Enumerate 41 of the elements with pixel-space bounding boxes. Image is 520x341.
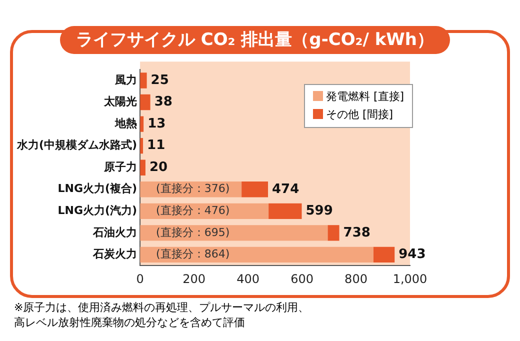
data-label: (直接分：376) [156,182,230,196]
total-label: 738 [343,225,370,240]
data-label: (直接分：476) [156,204,230,218]
y-tick-label: 水力(中規模ダム水路式) [16,138,138,152]
x-tick-label: 200 [182,272,206,286]
y-tick-label: 石油火力 [92,226,138,239]
chart-title: ライフサイクル CO₂ 排出量（g-CO₂/ kWh） [60,26,450,54]
bar [140,225,328,241]
data-label: (直接分：695) [156,226,230,239]
y-tick-label: LNG火力(複合) [58,182,138,196]
total-label: 38 [154,94,172,110]
data-label: (直接分：864) [156,248,230,261]
bar [140,246,374,263]
y-tick-label: 地熱 [114,116,138,130]
x-tick-label: 0 [136,272,144,286]
x-tick-label: 800 [344,272,368,286]
y-tick-label: 石炭火力 [92,248,138,261]
x-tick-label: 400 [236,272,260,286]
bar [328,225,340,241]
total-label: 599 [306,204,333,219]
y-tick-label: 原子力 [103,160,138,174]
x-tick-label: 600 [290,272,314,286]
total-label: 13 [148,116,166,132]
total-label: 20 [149,160,168,175]
legend-label: その他 [間接] [325,107,394,123]
total-label: 11 [147,138,166,154]
bar [242,182,268,198]
y-tick-label: 太陽光 [103,95,138,108]
x-tick-label: 1,000 [392,272,428,286]
bar [140,94,150,110]
total-label: 25 [150,72,169,88]
bar [140,160,146,176]
y-tick-label: LNG火力(汽力) [58,204,138,218]
bar [373,246,395,263]
text: ※原子力は、使用済み燃料の再処理、プルサーマルの利用、高レベル放射性廃棄物の処分などを含めて評価 [14,300,310,330]
legend-label: 発電燃料 [直接] [325,89,404,105]
total-label: 474 [272,182,300,197]
bar [268,203,302,219]
total-label: 943 [398,247,426,262]
y-tick-label: 風力 [114,73,138,86]
bar [140,72,147,88]
